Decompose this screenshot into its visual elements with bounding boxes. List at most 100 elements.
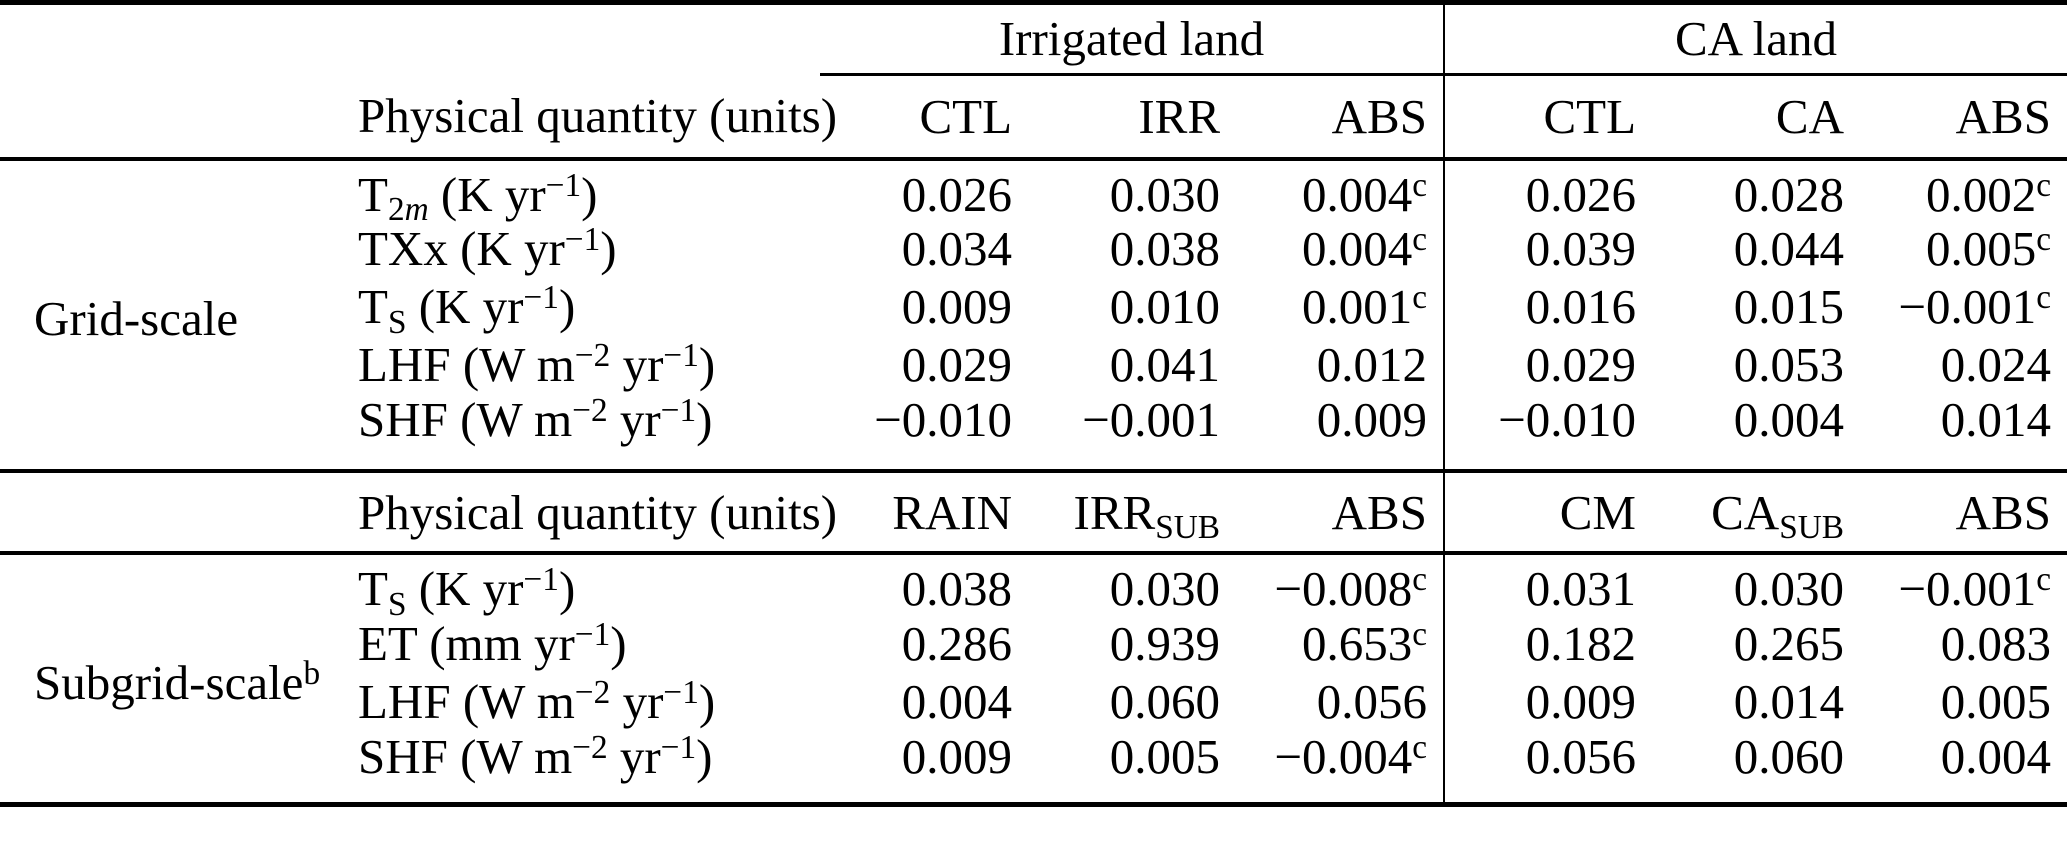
quantity-cell: LHF (W m−2 yr−1): [358, 674, 716, 730]
value-cell: 0.001c: [1236, 277, 1445, 336]
quantity-cell: TXx (K yr−1): [358, 221, 617, 277]
value-cell: 0.939: [1109, 616, 1220, 672]
quantity-cell: LHF (W m−2 yr−1): [358, 337, 716, 393]
value-cell: 0.029: [901, 337, 1012, 393]
value-cell: 0.038: [901, 561, 1012, 617]
value-cell: 0.004: [1733, 391, 1844, 447]
value-cell: −0.008c: [1236, 553, 1445, 615]
col-header-ctl-irrigated: CTL: [820, 74, 1028, 161]
value-cell: 0.002c: [1925, 166, 2051, 222]
value-cell: 0.030: [1109, 561, 1220, 617]
value-cell: 0.005: [1109, 728, 1220, 784]
col-header-abs-irrigated: ABS: [1236, 74, 1445, 161]
value-cell: 0.056: [1236, 672, 1445, 731]
value-cell: 0.004: [1940, 728, 2051, 784]
value-cell: 0.083: [1940, 616, 2051, 672]
column-header-row-subgrid: Physical quantity (units) RAIN IRRSUB AB…: [0, 469, 2067, 556]
col-header-ctl-ca: CTL: [1444, 74, 1652, 161]
group-header-spacer: [0, 3, 820, 75]
value-cell: 0.041: [1109, 337, 1220, 393]
value-cell: 0.009: [901, 728, 1012, 784]
value-cell: 0.038: [1109, 221, 1220, 277]
quantity-cell: SHF (W m−2 yr−1): [358, 728, 713, 784]
value-cell: 0.653c: [1236, 614, 1445, 673]
col-header-abs-irrigated-sub: ABS: [1236, 469, 1445, 556]
col-header-abs-ca: ABS: [1860, 74, 2067, 161]
value-cell: 0.030: [1733, 561, 1844, 617]
value-cell: 0.014: [1733, 674, 1844, 730]
value-cell: 0.053: [1733, 337, 1844, 393]
quantity-cell: ET (mm yr−1): [358, 616, 627, 672]
value-cell: 0.056: [1525, 728, 1636, 784]
table-row: SHF (W m−2 yr−1) 0.009 0.005 −0.004c 0.0…: [0, 731, 2067, 805]
group-header-ca-land: CA land: [1444, 2, 2067, 76]
value-cell: 0.030: [1109, 166, 1220, 222]
value-cell: 0.060: [1733, 728, 1844, 784]
value-cell: 0.009: [1525, 674, 1636, 730]
value-cell: −0.001c: [1898, 279, 2051, 335]
value-cell: 0.026: [901, 166, 1012, 222]
table-row: Grid-scale T2m (K yr−1) 0.026 0.030 0.00…: [0, 158, 2067, 344]
header-spacer: [0, 74, 340, 161]
value-cell: 0.009: [1236, 394, 1445, 472]
value-cell: 0.016: [1525, 279, 1636, 335]
col-header-rain: RAIN: [820, 469, 1028, 556]
value-cell: 0.004c: [1236, 158, 1445, 220]
quantity-cell: TS (K yr−1): [358, 561, 576, 623]
value-cell: 0.182: [1525, 616, 1636, 672]
value-cell: −0.004c: [1236, 731, 1445, 805]
value-cell: −0.010: [874, 391, 1012, 447]
value-cell: 0.014: [1940, 391, 2051, 447]
table-row: LHF (W m−2 yr−1) 0.004 0.060 0.056 0.009…: [0, 672, 2067, 731]
value-cell: 0.044: [1733, 221, 1844, 277]
grid-scale-section: Grid-scale T2m (K yr−1) 0.026 0.030 0.00…: [0, 158, 2067, 472]
value-cell: 0.012: [1236, 335, 1445, 394]
table-row: LHF (W m−2 yr−1) 0.029 0.041 0.012 0.029…: [0, 335, 2067, 394]
col-header-cm: CM: [1444, 469, 1652, 556]
table-row: SHF (W m−2 yr−1) −0.010 −0.001 0.009 −0.…: [0, 391, 2067, 472]
results-table: Irrigated land CA land Physical quantity…: [0, 0, 2067, 808]
quantity-cell: SHF (W m−2 yr−1): [358, 391, 713, 447]
table-row: ET (mm yr−1) 0.286 0.939 0.653c 0.182 0.…: [0, 614, 2067, 673]
value-cell: 0.026: [1525, 166, 1636, 222]
value-cell: 0.024: [1940, 337, 2051, 393]
value-cell: −0.010: [1498, 391, 1636, 447]
col-header-abs-ca-sub: ABS: [1860, 469, 2067, 556]
quantity-cell: T2m (K yr−1): [358, 166, 598, 228]
col-header-ca: CA: [1652, 74, 1860, 161]
header-physical-quantity: Physical quantity (units): [340, 74, 837, 161]
col-header-irr-sub: IRRSUB: [1028, 469, 1236, 556]
value-cell: 0.286: [901, 616, 1012, 672]
value-cell: 0.015: [1733, 279, 1844, 335]
group-header-irrigated-land: Irrigated land: [820, 2, 1445, 76]
group-header-row: Irrigated land CA land: [0, 2, 2067, 76]
col-header-ca-sub: CASUB: [1652, 469, 1860, 556]
value-cell: 0.039: [1525, 221, 1636, 277]
value-cell: 0.010: [1109, 279, 1220, 335]
value-cell: 0.031: [1525, 561, 1636, 617]
value-cell: −0.001c: [1898, 561, 2051, 617]
value-cell: 0.265: [1733, 616, 1844, 672]
section-label-grid-scale: Grid-scale: [34, 291, 239, 347]
value-cell: 0.029: [1525, 337, 1636, 393]
quantity-cell: TS (K yr−1): [358, 279, 576, 341]
value-cell: 0.009: [901, 279, 1012, 335]
col-header-irr: IRR: [1028, 74, 1236, 161]
table-row: TS (K yr−1) 0.009 0.010 0.001c 0.016 0.0…: [0, 277, 2067, 341]
table-row: Subgrid-scaleb TS (K yr−1) 0.038 0.030 −…: [0, 553, 2067, 708]
value-cell: 0.004: [901, 674, 1012, 730]
value-cell: −0.001: [1082, 391, 1220, 447]
value-cell: 0.060: [1109, 674, 1220, 730]
value-cell: 0.004c: [1236, 219, 1445, 278]
header-spacer: [0, 469, 340, 556]
subgrid-scale-section: Subgrid-scaleb TS (K yr−1) 0.038 0.030 −…: [0, 553, 2067, 805]
table-row: TXx (K yr−1) 0.034 0.038 0.004c 0.039 0.…: [0, 219, 2067, 278]
value-cell: 0.005: [1940, 674, 2051, 730]
value-cell: 0.005c: [1925, 221, 2051, 277]
column-header-row-grid: Physical quantity (units) CTL IRR ABS CT…: [0, 74, 2067, 161]
section-label-subgrid-scale: Subgrid-scaleb: [34, 655, 321, 711]
value-cell: 0.034: [901, 221, 1012, 277]
header-physical-quantity-2: Physical quantity (units): [340, 469, 837, 556]
value-cell: 0.028: [1733, 166, 1844, 222]
